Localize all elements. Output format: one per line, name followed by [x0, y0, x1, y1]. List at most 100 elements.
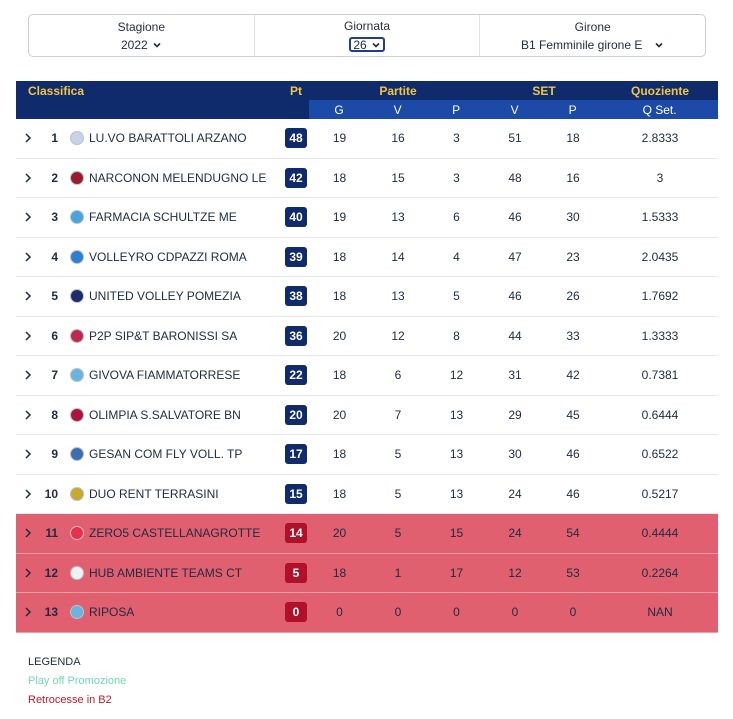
table-row[interactable]: 13 RIPOSA 0 0 0 0 0 0 NAN — [16, 593, 718, 633]
header-p[interactable]: P — [452, 102, 461, 117]
points-badge: 22 — [285, 365, 307, 386]
sets-lost: 16 — [566, 170, 580, 185]
team-logo-icon — [70, 289, 84, 304]
filter-giornata[interactable]: Giornata 26 — [255, 15, 481, 56]
set-quotient: 3 — [656, 170, 664, 185]
team-name[interactable]: OLIMPIA S.SALVATORE BN — [89, 407, 241, 422]
header-classifica[interactable]: Classifica — [28, 83, 85, 98]
set-quotient: 0.6522 — [641, 447, 679, 462]
header-v[interactable]: V — [393, 102, 402, 117]
filter-girone[interactable]: Girone B1 Femminile girone E — [480, 15, 705, 56]
games-lost: 0 — [453, 605, 460, 620]
header-set-v[interactable]: V — [510, 102, 519, 117]
sets-won: 44 — [508, 328, 522, 343]
expand-row-icon[interactable] — [16, 132, 40, 144]
table-row[interactable]: 4 VOLLEYRO CDPAZZI ROMA 39 18 14 4 47 23 2.0435 — [16, 237, 718, 277]
expand-row-icon[interactable] — [16, 567, 40, 579]
table-row[interactable]: 12 HUB AMBIENTE TEAMS CT 5 18 1 17 12 53 0.2264 — [16, 553, 718, 593]
set-quotient: 2.8333 — [641, 131, 679, 146]
filter-girone-label: Girone — [574, 19, 611, 34]
games-lost: 5 — [453, 289, 460, 304]
stagione-select[interactable]: 2022 — [121, 38, 162, 52]
table-row[interactable]: 9 GESAN COM FLY VOLL. TP 17 18 5 13 30 46 0.6522 — [16, 435, 718, 475]
expand-row-icon[interactable] — [16, 488, 40, 500]
team-name[interactable]: NARCONON MELENDUGNO LE — [89, 170, 267, 185]
games-lost: 3 — [453, 131, 460, 146]
set-quotient: 2.0435 — [641, 249, 679, 264]
header-g[interactable]: G — [334, 102, 344, 117]
points-badge: 5 — [285, 562, 307, 583]
team-name[interactable]: GESAN COM FLY VOLL. TP — [89, 447, 243, 462]
games-won: 6 — [394, 368, 402, 383]
games-played: 19 — [332, 210, 347, 225]
table-row[interactable]: 3 FARMACIA SCHULTZE ME 40 19 13 6 46 30 1.5333 — [16, 198, 718, 238]
team-logo-icon — [70, 249, 84, 264]
points-badge: 15 — [285, 483, 307, 504]
expand-row-icon[interactable] — [16, 606, 40, 618]
expand-row-icon[interactable] — [16, 369, 40, 381]
expand-row-icon[interactable] — [16, 172, 40, 184]
sets-won: 46 — [508, 289, 522, 304]
table-row[interactable]: 8 OLIMPIA S.SALVATORE BN 20 20 7 13 29 45 0.6444 — [16, 395, 718, 435]
sets-won: 31 — [508, 368, 522, 383]
sets-won: 30 — [508, 447, 522, 462]
points-badge: 17 — [285, 444, 307, 465]
team-name[interactable]: HUB AMBIENTE TEAMS CT — [89, 565, 243, 580]
team-name[interactable]: ZERO5 CASTELLANAGROTTE — [89, 526, 261, 541]
position: 8 — [51, 407, 58, 422]
sets-lost: 53 — [566, 565, 580, 580]
expand-row-icon[interactable] — [16, 251, 40, 263]
team-name[interactable]: RIPOSA — [89, 605, 135, 620]
set-quotient: 0.2264 — [641, 565, 679, 580]
filter-bar: Stagione 2022 Giornata 26 Girone B1 Femm… — [28, 14, 706, 57]
expand-row-icon[interactable] — [16, 527, 40, 539]
team-name[interactable]: GIVOVA FIAMMATORRESE — [89, 368, 241, 383]
team-logo-icon — [70, 447, 84, 462]
points-badge: 0 — [285, 602, 307, 623]
expand-row-icon[interactable] — [16, 448, 40, 460]
girone-select[interactable]: B1 Femminile girone E — [521, 38, 664, 52]
sets-won: 24 — [508, 486, 522, 501]
table-row[interactable]: 5 UNITED VOLLEY POMEZIA 38 18 13 5 46 26 1.7692 — [16, 277, 718, 317]
games-played: 20 — [332, 526, 347, 541]
giornata-select[interactable]: 26 — [349, 37, 385, 52]
table-row[interactable]: 7 GIVOVA FIAMMATORRESE 22 18 6 12 31 42 0.7381 — [16, 356, 718, 396]
filter-stagione[interactable]: Stagione 2022 — [29, 15, 255, 56]
expand-row-icon[interactable] — [16, 211, 40, 223]
team-name[interactable]: DUO RENT TERRASINI — [89, 486, 219, 501]
set-quotient: 1.3333 — [641, 328, 679, 343]
expand-row-icon[interactable] — [16, 409, 40, 421]
games-played: 0 — [336, 605, 343, 620]
games-won: 0 — [394, 605, 402, 620]
sets-won: 24 — [508, 526, 522, 541]
games-won: 5 — [394, 447, 402, 462]
header-qset[interactable]: Q Set. — [642, 102, 677, 117]
table-header-sub: G V P V P Q Set. — [16, 100, 718, 119]
team-name[interactable]: FARMACIA SCHULTZE ME — [89, 210, 237, 225]
team-name[interactable]: LU.VO BARATTOLI ARZANO — [89, 131, 247, 146]
games-played: 20 — [332, 407, 347, 422]
table-row[interactable]: 2 NARCONON MELENDUGNO LE 42 18 15 3 48 16 3 — [16, 158, 718, 198]
team-logo-icon — [70, 210, 84, 225]
table-row[interactable]: 11 ZERO5 CASTELLANAGROTTE 14 20 5 15 24 54 0.444… — [16, 514, 718, 554]
header-set: SET — [532, 83, 556, 98]
team-name[interactable]: UNITED VOLLEY POMEZIA — [89, 289, 241, 304]
team-logo-icon — [70, 526, 84, 541]
team-name[interactable]: VOLLEYRO CDPAZZI ROMA — [89, 249, 247, 264]
table-header-group: Classifica Pt Partite SET Quoziente — [16, 81, 718, 100]
expand-row-icon[interactable] — [16, 330, 40, 342]
table-row[interactable]: 1 LU.VO BARATTOLI ARZANO 48 19 16 3 51 18 2.8333 — [16, 119, 718, 159]
sets-won: 46 — [508, 210, 522, 225]
team-logo-icon — [70, 170, 84, 185]
position: 11 — [45, 526, 58, 541]
table-row[interactable]: 6 P2P SIP&T BARONISSI SA 36 20 12 8 44 33 1.3333 — [16, 316, 718, 356]
set-quotient: 0.7381 — [641, 368, 679, 383]
legend-promo: Play off Promozione — [28, 675, 127, 687]
header-set-p[interactable]: P — [568, 102, 577, 117]
games-lost: 12 — [449, 368, 464, 383]
team-name[interactable]: P2P SIP&T BARONISSI SA — [89, 328, 238, 343]
points-badge: 39 — [285, 246, 307, 267]
expand-row-icon[interactable] — [16, 290, 40, 302]
header-pt[interactable]: Pt — [290, 83, 302, 98]
table-row[interactable]: 10 DUO RENT TERRASINI 15 18 5 13 24 46 0.5217 — [16, 474, 718, 514]
